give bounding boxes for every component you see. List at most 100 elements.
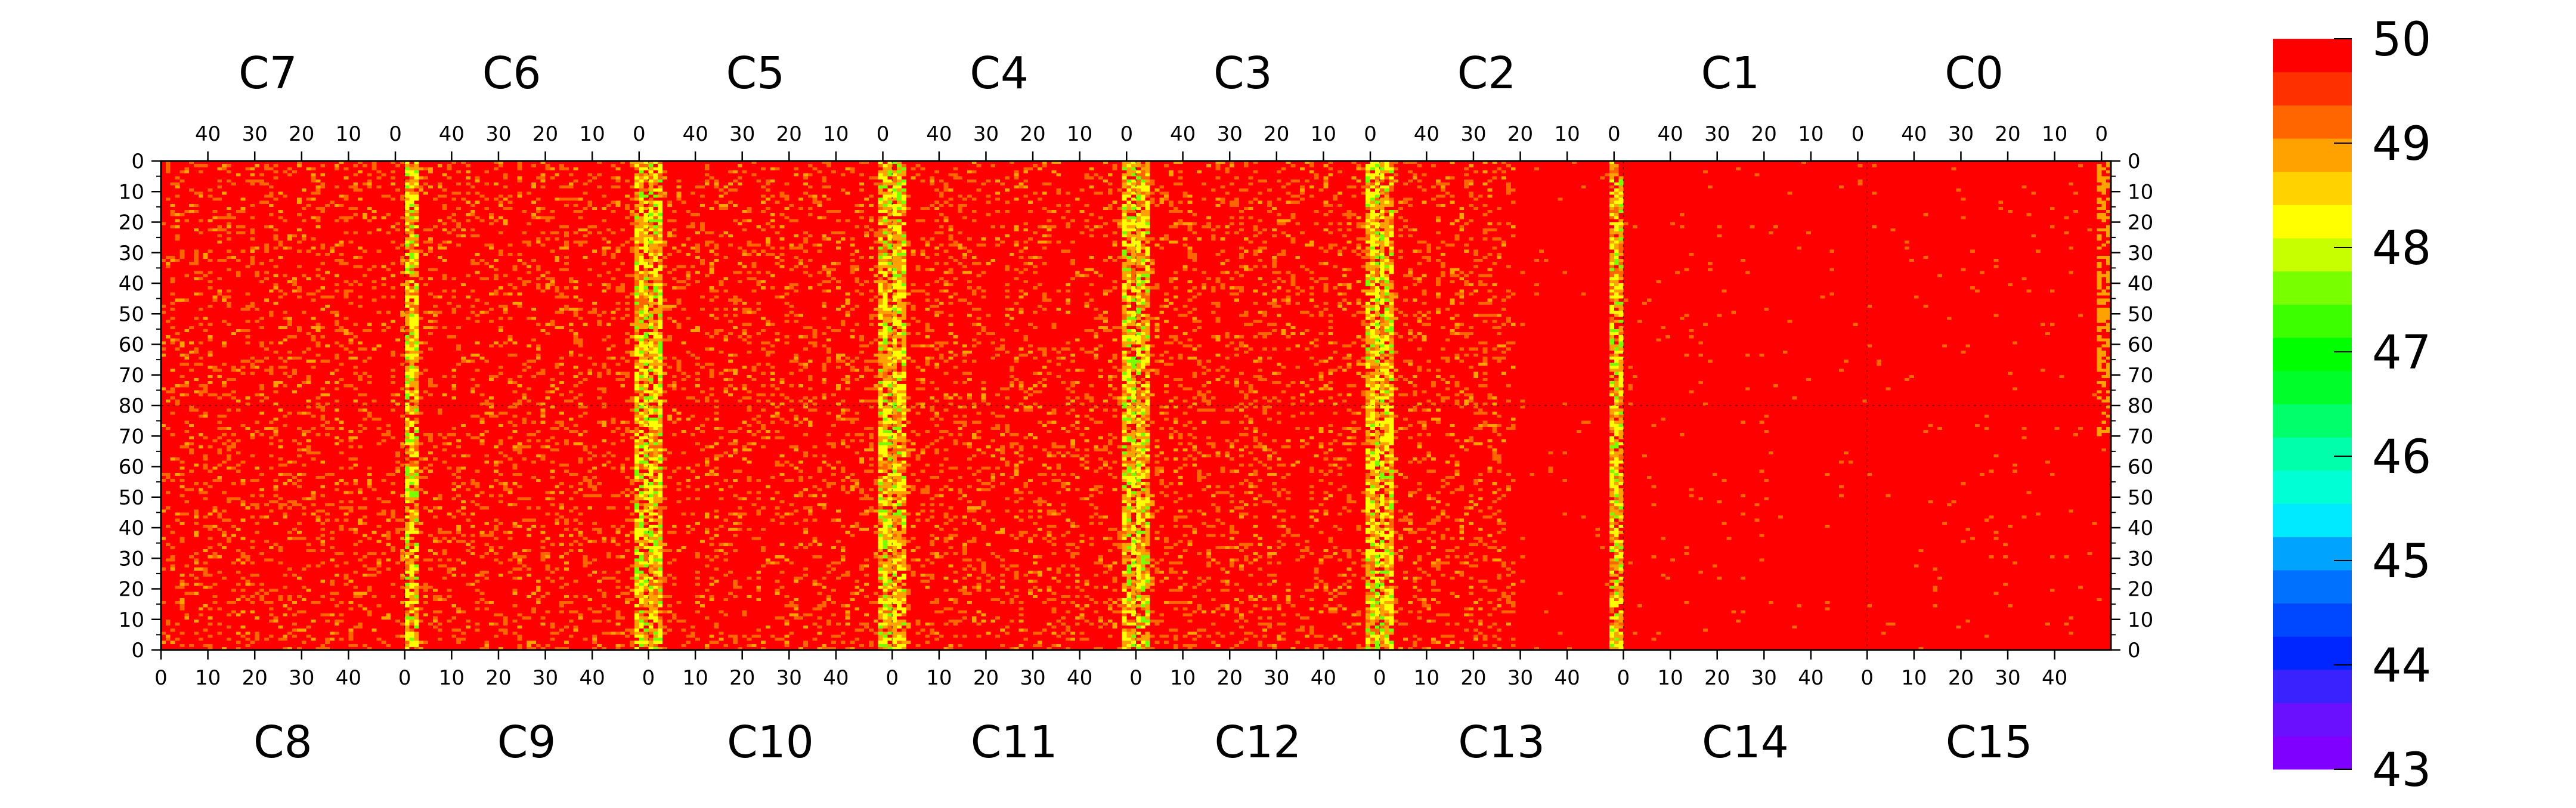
colorbar-segment <box>2273 702 2352 736</box>
x-tick-label-bottom: 0 <box>154 666 168 690</box>
x-tick-label-bottom: 10 <box>1657 666 1683 690</box>
y-tick-label-right: 0 <box>2128 639 2141 663</box>
colorbar-segment <box>2273 205 2352 239</box>
x-tick-label-bottom: 10 <box>439 666 465 690</box>
x-tick-label-bottom: 40 <box>1067 666 1092 690</box>
y-tick-label-right: 30 <box>2128 242 2153 265</box>
x-tick-label-top: 40 <box>195 122 221 146</box>
colorbar-segment <box>2273 470 2352 504</box>
chip-label-bottom: C10 <box>727 717 814 768</box>
chip-label-bottom: C9 <box>497 717 556 768</box>
x-tick-label-bottom: 30 <box>1751 666 1777 690</box>
y-tick-label-left: 0 <box>131 150 144 174</box>
chip-label-bottom: C12 <box>1214 717 1301 768</box>
colorbar-segment <box>2273 238 2352 272</box>
x-tick-label-top: 40 <box>682 122 708 146</box>
colorbar-segment <box>2273 105 2352 139</box>
colorbar-tick-label: 50 <box>2372 13 2431 67</box>
x-tick-label-top: 20 <box>532 122 558 146</box>
x-tick-label-bottom: 30 <box>532 666 558 690</box>
colorbar: 50 49 48 47 46 45 44 43 <box>2273 13 2431 797</box>
x-tick-label-bottom: 0 <box>642 666 655 690</box>
x-tick-label-top: 30 <box>485 122 511 146</box>
colorbar-tick-label: 47 <box>2372 326 2431 380</box>
y-tick-label-left: 50 <box>119 302 144 326</box>
y-tick-label-left: 30 <box>119 547 144 571</box>
colorbar-segment <box>2273 669 2352 704</box>
x-tick-label-top: 30 <box>1460 122 1486 146</box>
chip-label-bottom: C13 <box>1458 717 1545 768</box>
x-tick-label-top: 30 <box>242 122 268 146</box>
y-tick-label-right: 80 <box>2128 394 2153 418</box>
y-tick-label-left: 70 <box>119 425 144 448</box>
x-tick-label-top: 40 <box>926 122 952 146</box>
x-tick-label-top: 10 <box>1555 122 1580 146</box>
x-tick-label-bottom: 0 <box>1129 666 1143 690</box>
colorbar-segment <box>2273 370 2352 404</box>
x-tick-label-top: 40 <box>1657 122 1683 146</box>
x-tick-label-bottom: 30 <box>289 666 314 690</box>
x-tick-label-top: 10 <box>2042 122 2067 146</box>
x-tick-label-top: 10 <box>580 122 605 146</box>
y-tick-label-left: 10 <box>119 608 144 632</box>
x-tick-label-bottom: 10 <box>1414 666 1439 690</box>
colorbar-segment <box>2273 603 2352 637</box>
y-tick-label-right: 70 <box>2128 364 2153 388</box>
x-tick-label-top: 20 <box>776 122 802 146</box>
y-tick-label-right: 30 <box>2128 547 2153 571</box>
y-tick-label-right: 60 <box>2128 333 2153 357</box>
chip-label-top: C6 <box>482 48 541 99</box>
chip-label-top: C4 <box>970 48 1029 99</box>
y-tick-label-left: 20 <box>119 211 144 235</box>
x-tick-label-bottom: 30 <box>1995 666 2020 690</box>
x-tick-label-top: 40 <box>1170 122 1196 146</box>
chip-label-top: C3 <box>1213 48 1272 99</box>
y-tick-label-left: 50 <box>119 486 144 510</box>
x-tick-label-bottom: 40 <box>1798 666 1823 690</box>
x-tick-label-bottom: 10 <box>1901 666 1927 690</box>
x-tick-label-bottom: 10 <box>195 666 221 690</box>
x-tick-label-bottom: 20 <box>729 666 755 690</box>
y-tick-label-left: 70 <box>119 364 144 388</box>
x-tick-label-top: 10 <box>1311 122 1336 146</box>
x-tick-label-bottom: 0 <box>1860 666 1874 690</box>
colorbar-tick-label: 44 <box>2372 639 2431 693</box>
y-tick-label-left: 80 <box>119 394 144 418</box>
colorbar-segment <box>2273 304 2352 338</box>
x-tick-label-bottom: 40 <box>1311 666 1336 690</box>
x-tick-label-top: 10 <box>1067 122 1092 146</box>
x-tick-label-bottom: 0 <box>1617 666 1630 690</box>
x-tick-label-top: 10 <box>1798 122 1823 146</box>
y-tick-label-right: 40 <box>2128 516 2153 540</box>
heatmap-cells <box>161 161 2111 650</box>
x-tick-label-top: 0 <box>1852 122 1865 146</box>
y-tick-label-left: 20 <box>119 578 144 602</box>
x-tick-label-bottom: 20 <box>1460 666 1486 690</box>
colorbar-segment <box>2273 338 2352 372</box>
chip-labels: C7 C6 C5 C4 C3 C2 C1 C0 C8 C9 C10 C11 C12 C13 C14 C15 <box>239 48 2033 768</box>
x-tick-label-top: 30 <box>973 122 999 146</box>
y-tick-label-left: 30 <box>119 242 144 265</box>
y-tick-label-left: 60 <box>119 333 144 357</box>
colorbar-segment <box>2273 72 2352 106</box>
colorbar-segment <box>2273 736 2352 770</box>
x-tick-label-top: 0 <box>2095 122 2108 146</box>
colorbar-tick-label: 49 <box>2372 117 2431 171</box>
colorbar-segment <box>2273 537 2352 571</box>
x-tick-label-top: 40 <box>1414 122 1439 146</box>
y-tick-label-left: 60 <box>119 456 144 479</box>
x-tick-label-bottom: 40 <box>2042 666 2067 690</box>
x-tick-label-top: 10 <box>336 122 361 146</box>
x-tick-label-top: 20 <box>1507 122 1533 146</box>
x-tick-label-bottom: 20 <box>973 666 999 690</box>
x-tick-label-top: 0 <box>877 122 890 146</box>
colorbar-segment <box>2273 437 2352 471</box>
chip-label-bottom: C11 <box>971 717 1058 768</box>
y-tick-label-left: 0 <box>131 639 144 663</box>
x-tick-label-top: 0 <box>1120 122 1133 146</box>
x-tick-label-bottom: 0 <box>1373 666 1386 690</box>
x-tick-label-bottom: 0 <box>398 666 411 690</box>
x-tick-label-top: 10 <box>823 122 849 146</box>
colorbar-segment <box>2273 404 2352 438</box>
